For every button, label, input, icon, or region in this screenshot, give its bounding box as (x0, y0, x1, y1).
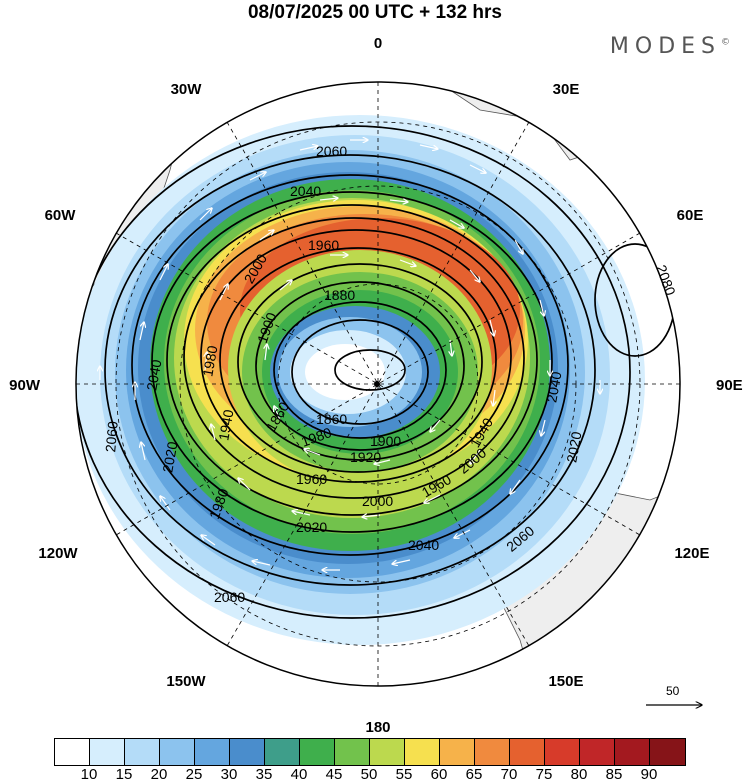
colorbar-tick-label: 40 (290, 766, 308, 783)
contour-label: 2060 (316, 143, 347, 159)
lon-label-180: 180 (365, 719, 390, 736)
lon-label-0: 0 (374, 35, 382, 52)
lon-label-30w: 30W (171, 81, 203, 98)
colorbar-tick-label: 60 (430, 766, 448, 783)
contour-label: 1900 (370, 433, 401, 449)
colorbar-swatch (195, 739, 230, 765)
colorbar (54, 738, 686, 766)
colorbar-tick-label: 75 (535, 766, 553, 783)
colorbar-tick-label: 30 (220, 766, 238, 783)
colorbar-tick-label: 15 (115, 766, 133, 783)
colorbar-swatch (475, 739, 510, 765)
colorbar-swatch (615, 739, 650, 765)
colorbar-tick-label: 20 (150, 766, 168, 783)
contour-label: 1880 (324, 287, 355, 303)
colorbar-tick-label: 25 (185, 766, 203, 783)
lon-label-30e: 30E (553, 81, 580, 98)
colorbar-swatch (545, 739, 580, 765)
colorbar-swatch (510, 739, 545, 765)
reference-vector-label: 50 (666, 684, 680, 698)
colorbar-swatch (55, 739, 90, 765)
colorbar-swatch (300, 739, 335, 765)
contour-label: 1980 (199, 344, 220, 378)
colorbar-swatch (650, 739, 685, 765)
lon-label-90w: 90W (9, 377, 41, 394)
colorbar-swatch (160, 739, 195, 765)
contour-label: 1960 (296, 471, 327, 487)
colorbar-ticks: 10 15 20 25 30 35 40 45 50 55 60 65 70 75 80 85 90 (0, 766, 750, 783)
contour-label: 2040 (408, 537, 439, 553)
colorbar-tick-label: 90 (640, 766, 658, 783)
contour-label: 1920 (350, 449, 381, 465)
map-title: 08/07/2025 00 UTC + 132 hrs (247, 2, 503, 23)
contour-label: 2020 (296, 519, 327, 535)
lon-label-120e: 120E (674, 545, 709, 562)
colorbar-tick-label: 50 (360, 766, 378, 783)
copyright-mark: © (721, 37, 730, 48)
contour-label: 1940 (215, 408, 236, 442)
lon-label-60w: 60W (45, 207, 77, 224)
colorbar-tick-label: 10 (80, 766, 98, 783)
geopotential-contours (76, 125, 676, 619)
lon-label-60e: 60E (677, 207, 704, 224)
contour-label: 2040 (543, 370, 564, 404)
reference-vector-arrow (646, 684, 710, 714)
colorbar-tick-label: 85 (605, 766, 623, 783)
colorbar-tick-label: 35 (255, 766, 273, 783)
colorbar-swatch (265, 739, 300, 765)
lon-label-90e: 90E (716, 377, 743, 394)
colorbar-swatch (405, 739, 440, 765)
contour-label: 2000 (362, 493, 393, 509)
colorbar-swatch (580, 739, 615, 765)
contour-label: 2060 (102, 420, 121, 453)
brand-text: MODES (609, 34, 721, 59)
lon-label-120w: 120W (38, 545, 78, 562)
colorbar-swatch (440, 739, 475, 765)
colorbar-swatch (230, 739, 265, 765)
colorbar-swatch (125, 739, 160, 765)
contour-label: 2060 (214, 589, 245, 605)
contour-label: 2040 (143, 358, 164, 392)
colorbar-tick-label: 55 (395, 766, 413, 783)
brand-logo: MODES© (610, 34, 730, 59)
contour-label: 2020 (563, 430, 584, 464)
colorbar-swatch (335, 739, 370, 765)
longitude-labels: 0 180 90W 90E 30W 30E 60W 60E 120W 120E … (9, 35, 743, 736)
colorbar-tick-label: 70 (500, 766, 518, 783)
colorbar-swatch (370, 739, 405, 765)
contour-label: 1960 (308, 237, 339, 253)
contour-label: 2020 (159, 440, 180, 474)
colorbar-tick-label: 65 (465, 766, 483, 783)
graticule (76, 82, 680, 686)
colorbar-tick-label: 45 (325, 766, 343, 783)
colorbar-tick-label: 80 (570, 766, 588, 783)
contour-label: 1860 (316, 411, 347, 427)
contour-label: 2040 (290, 183, 321, 199)
lon-label-150w: 150W (166, 673, 206, 690)
map-boundary (75, 81, 681, 687)
lon-label-150e: 150E (548, 673, 583, 690)
colorbar-swatch (90, 739, 125, 765)
wind-vectors (100, 140, 628, 570)
